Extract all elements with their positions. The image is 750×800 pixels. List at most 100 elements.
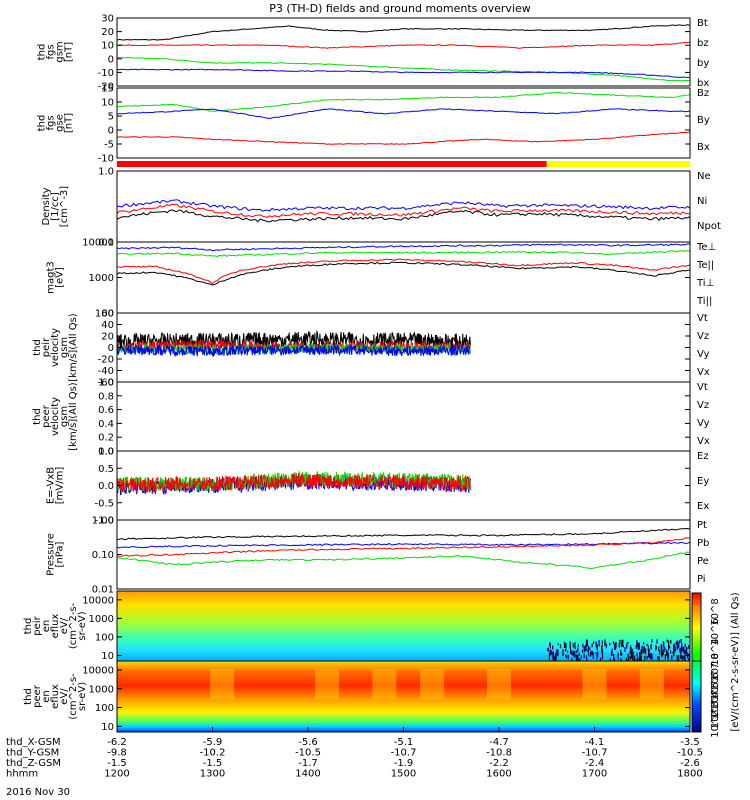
x-tick-label: 1600 (486, 769, 511, 780)
spectrogram-band (420, 669, 445, 699)
y-tick-label: 0.10 (92, 550, 114, 561)
legend-label: Vx (697, 436, 710, 447)
series-line-Pt (116, 527, 691, 541)
y-tick-label: 0.2 (98, 433, 114, 444)
spectrogram-pixel (662, 648, 664, 655)
y-tick-label: 1.0 (98, 447, 114, 458)
spectrogram-pixel (597, 650, 599, 658)
spectrogram-pixel (632, 651, 634, 654)
y-axis-label: [km/s](All Qs) (68, 313, 79, 381)
y-axis-label: [1/cc] (50, 192, 61, 221)
spectrogram-pixel (632, 653, 634, 659)
x-axis-row-label: hhmm (6, 769, 38, 780)
spectrogram-pixel (662, 652, 664, 656)
spectrogram-pixel (583, 646, 585, 650)
y-axis-label: gse (55, 114, 66, 132)
y-axis-label: [km/s](All Qs) (68, 382, 79, 450)
series-line-bx (116, 68, 691, 79)
spectrogram-pixel (612, 641, 615, 645)
spectrogram-pixel (643, 646, 645, 653)
spectrogram-pixel (547, 647, 549, 652)
spectrogram-pixel (645, 648, 647, 655)
panel-frame (116, 170, 691, 243)
legend-label: Te⊥ (696, 242, 716, 253)
spectrogram-pixel (618, 642, 620, 648)
spectrogram-pixel (613, 657, 616, 664)
spectrogram-pixel (575, 657, 577, 660)
spectrogram-pixel (684, 653, 686, 656)
spectrogram-pixel (684, 649, 686, 654)
spectrogram-pixel (610, 651, 613, 656)
spectrogram-pixel (587, 645, 589, 652)
y-axis-label: sr-eV) (77, 682, 88, 711)
legend-label: Ey (697, 476, 709, 487)
series-line-Vt (116, 329, 471, 350)
spectrogram-pixel (595, 652, 597, 655)
spectrogram-pixel (614, 643, 616, 650)
legend-label: Pi (697, 574, 706, 585)
panel-peer-velocity: 1.0 0.8 0.6 0.4 0.2 0.0 thdpeervelocitygsm[km/… (32, 378, 710, 458)
spectrogram-pixel (611, 648, 613, 653)
spectrogram-pixel (626, 644, 628, 649)
y-tick-label: 1.0 (98, 167, 114, 178)
spectrogram-pixel (669, 645, 671, 649)
y-tick-label: 10 (101, 722, 114, 733)
y-tick-label: 0.5 (98, 464, 114, 475)
panels-layer: 3020100-10-20thdfgsgsm[nT]Btbzbybx151050… (23, 14, 741, 738)
spectrogram-pixel (663, 642, 665, 648)
spectrogram-pixel (609, 642, 611, 646)
spectrogram-pixel (641, 648, 643, 654)
spectrogram-pixel (682, 647, 684, 652)
spectrogram-pixel (634, 658, 636, 662)
x-axis-labels: thd_X-GSM -6.2 -5.9 -5.6 -5.1 -4.7 -4.1 -3.5 thd… (6, 727, 703, 780)
spectrogram-pixel (664, 647, 666, 653)
legend-label: Pe (697, 556, 709, 567)
y-axis-label: thd (37, 44, 48, 61)
spectrogram-pixel (670, 650, 672, 654)
x-axis-row-label: thd_Y-GSM (6, 748, 59, 759)
spectrogram-pixel (637, 642, 639, 649)
y-tick-label: -20 (98, 355, 114, 366)
x-axis-row-label: thd_X-GSM (6, 737, 61, 748)
y-axis-label: peir (32, 615, 43, 635)
y-axis-label: thd (32, 339, 43, 356)
mode-bar-fast (546, 161, 690, 167)
y-tick-label: -60 (98, 378, 114, 389)
spectrogram-pixel (641, 645, 643, 652)
legend-label: Ez (697, 451, 709, 462)
y-axis-label: gsm (55, 41, 66, 62)
spectrogram-pixel (646, 655, 648, 660)
spectrogram-pixel (549, 652, 551, 657)
spectrogram-pixel (549, 642, 551, 647)
panel-frame (116, 17, 691, 87)
x-tick-label: -2.2 (489, 758, 509, 769)
y-tick-label: 15 (101, 84, 114, 95)
spectrogram-pixel (569, 641, 571, 649)
spectrogram-pixel (578, 652, 580, 656)
y-axis-label: gsm (59, 337, 70, 358)
spectrogram-pixel (680, 639, 682, 643)
y-axis-label: Pressure (46, 533, 57, 576)
y-axis-label: peir (41, 337, 52, 357)
spectrogram-pixel (559, 644, 562, 649)
spectrogram-pixel (672, 651, 674, 655)
y-tick-label: -10 (98, 154, 114, 165)
spectrogram-pixel (648, 649, 650, 652)
spectrogram-pixel (556, 651, 558, 655)
spectrogram-pixel (635, 645, 637, 649)
y-tick-label: 10 (101, 98, 114, 109)
spectrogram-pixel (582, 643, 584, 648)
spectrogram-pixel (585, 646, 587, 652)
spectrogram-pixel (667, 652, 669, 658)
x-tick-label: -1.5 (107, 758, 127, 769)
y-axis-label: [mV/m] (55, 467, 66, 505)
spectrogram-pixel (686, 648, 688, 655)
colorbar-label: [eV/(cm^2-s-sr-eV)] (All Qs) (730, 592, 741, 731)
spectrogram-pixel (655, 646, 657, 650)
y-axis-label: magt3 (46, 261, 57, 294)
series-line-Ez (116, 472, 471, 493)
spectrogram-pixel (650, 644, 652, 650)
y-axis-label: thd (23, 618, 34, 635)
y-tick-label: 40 (101, 320, 114, 331)
